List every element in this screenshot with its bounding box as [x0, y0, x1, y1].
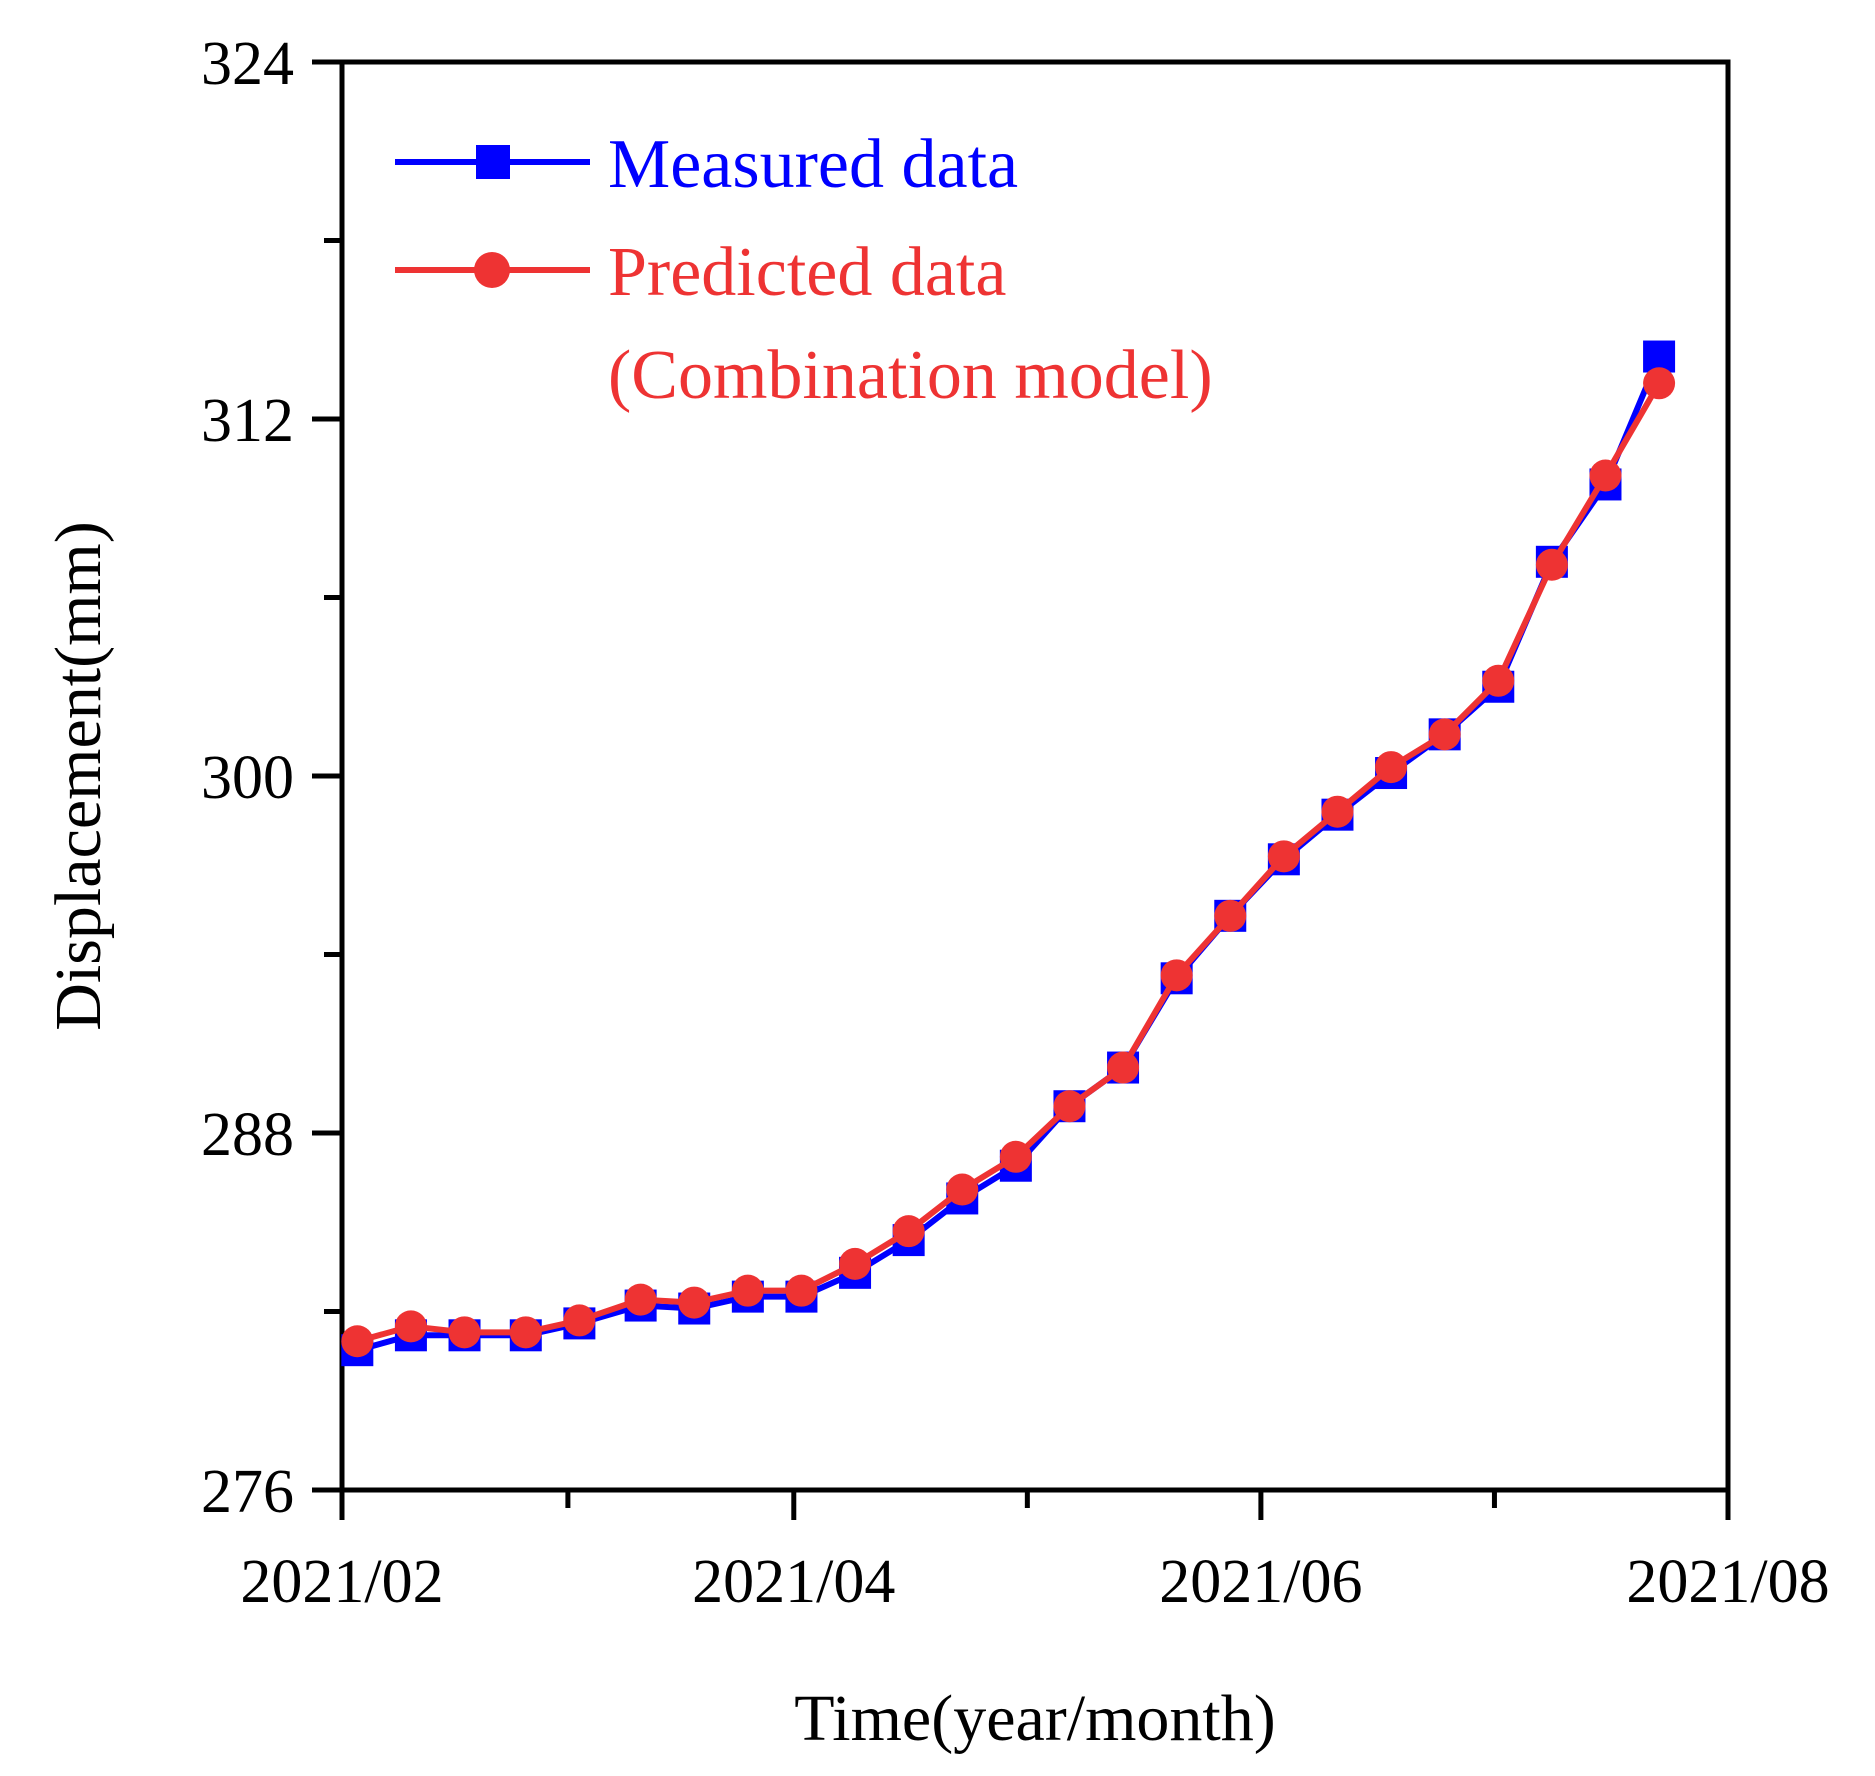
legend-measured-marker [476, 145, 510, 179]
series-layer [341, 340, 1676, 1367]
legend-predicted-label: Predicted data [608, 234, 1006, 311]
predicted-point [394, 1310, 427, 1343]
predicted-point [892, 1215, 925, 1248]
predicted-point [678, 1286, 711, 1319]
predicted-point [731, 1274, 764, 1307]
x-tick-label: 2021/06 [1159, 1548, 1362, 1616]
predicted-point [1535, 548, 1568, 581]
predicted-point [1107, 1051, 1140, 1084]
legend-predicted-label-line2: (Combination model) [608, 337, 1213, 414]
predicted-point [999, 1140, 1032, 1173]
predicted-point [1160, 959, 1193, 992]
legend-measured-label: Measured data [608, 126, 1018, 203]
y-tick-label: 300 [201, 744, 294, 812]
predicted-point [1428, 718, 1461, 751]
x-axis-label: Time(year/month) [794, 1682, 1276, 1755]
predicted-point [448, 1316, 481, 1349]
x-tick-label: 2021/04 [692, 1548, 895, 1616]
y-axis-label: Displacement(mm) [42, 521, 115, 1031]
predicted-point [1321, 795, 1354, 828]
predicted-point [563, 1304, 596, 1337]
predicted-point [1375, 751, 1408, 784]
y-tick-label: 288 [201, 1101, 294, 1169]
x-tick-label: 2021/02 [240, 1548, 443, 1616]
series-line-predicted [356, 381, 1662, 1345]
predicted-point [785, 1274, 818, 1307]
series-line-measured [356, 355, 1662, 1354]
predicted-point [341, 1325, 374, 1358]
predicted-point [509, 1316, 542, 1349]
predicted-point [1214, 899, 1247, 932]
predicted-point [1643, 367, 1676, 400]
plot-frame [339, 59, 1731, 1493]
x-tick-label: 2021/08 [1626, 1548, 1829, 1616]
predicted-point [1267, 840, 1300, 873]
x-axis: 2021/02 2021/04 2021/06 2021/08 [240, 1490, 1830, 1616]
predicted-point [1589, 459, 1622, 492]
legend: Measured data Predicted data (Combinatio… [395, 126, 1213, 414]
measured-point [1643, 340, 1676, 373]
predicted-point [1482, 664, 1515, 697]
predicted-point [1053, 1090, 1086, 1123]
y-tick-label: 276 [201, 1458, 294, 1526]
predicted-point [624, 1283, 657, 1316]
y-tick-label: 324 [201, 30, 294, 98]
predicted-point [839, 1247, 872, 1280]
predicted-point [946, 1173, 979, 1206]
y-tick-label: 312 [201, 387, 294, 455]
legend-predicted-marker [474, 252, 510, 288]
y-axis: 276 288 300 312 324 [201, 30, 342, 1526]
